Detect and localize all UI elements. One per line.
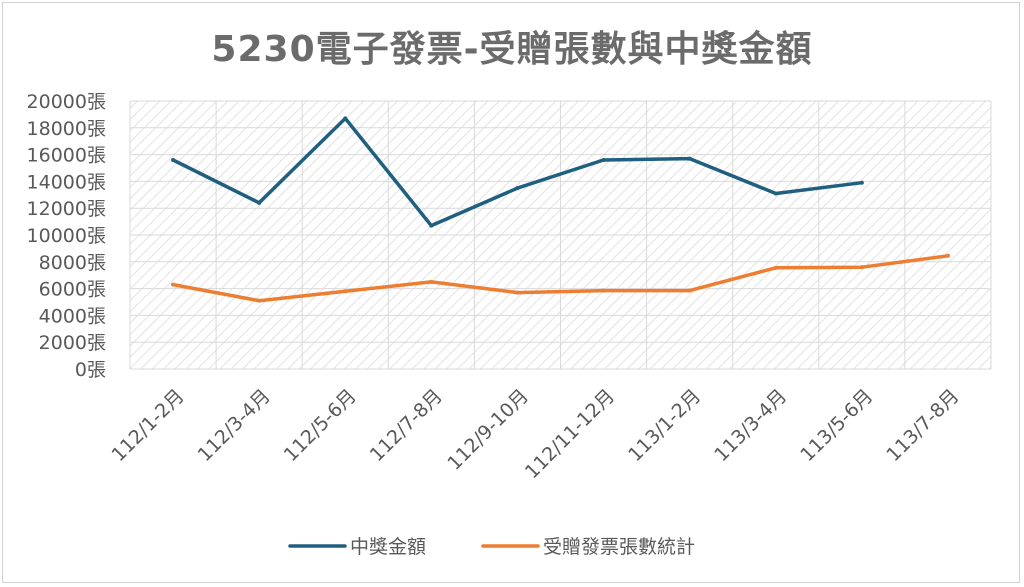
data-point-1 — [859, 180, 864, 185]
data-point-2 — [687, 288, 692, 293]
x-tick-label: 113/1-2月 — [624, 385, 705, 466]
data-point-2 — [171, 282, 176, 287]
x-tick-label: 113/3-4月 — [710, 385, 791, 466]
data-point-1 — [515, 186, 520, 191]
y-tick-label: 2000張 — [39, 332, 106, 354]
data-point-1 — [429, 223, 434, 228]
y-tick-label: 14000張 — [27, 171, 106, 193]
data-point-1 — [171, 157, 176, 162]
y-tick-label: 6000張 — [39, 279, 106, 301]
data-point-2 — [429, 279, 434, 284]
data-point-2 — [945, 253, 950, 258]
x-tick-label: 112/5-6月 — [280, 385, 361, 466]
data-point-1 — [773, 191, 778, 196]
x-tick-label: 112/9-10月 — [443, 385, 533, 475]
data-point-1 — [601, 157, 606, 162]
y-tick-label: 18000張 — [27, 118, 106, 140]
series-line-2 — [171, 254, 950, 303]
data-point-2 — [257, 298, 262, 303]
x-tick-label: 113/7-8月 — [882, 385, 963, 466]
y-tick-label: 8000張 — [39, 252, 106, 274]
x-tick-label: 112/7-8月 — [366, 385, 447, 466]
chart-title: 5230電子發票-受贈張數與中獎金額 — [211, 29, 813, 70]
data-point-2 — [343, 289, 348, 294]
data-point-1 — [257, 200, 262, 205]
y-tick-label: 0張 — [75, 359, 106, 381]
legend-label-1: 中獎金額 — [350, 536, 426, 558]
y-tick-label: 4000張 — [39, 305, 106, 327]
x-tick-label: 112/3-4月 — [194, 385, 275, 466]
y-tick-label: 12000張 — [27, 198, 106, 220]
x-tick-label: 112/1-2月 — [107, 385, 188, 466]
x-tick-label: 112/11-12月 — [521, 385, 619, 483]
data-point-2 — [601, 288, 606, 293]
x-tick-label: 113/5-6月 — [796, 385, 877, 466]
data-point-1 — [343, 116, 348, 121]
data-point-2 — [515, 290, 520, 295]
data-point-2 — [773, 265, 778, 270]
y-tick-label: 16000張 — [27, 145, 106, 167]
data-point-1 — [687, 156, 692, 161]
data-point-2 — [859, 265, 864, 270]
y-tick-label: 20000張 — [27, 91, 106, 113]
legend-label-2: 受贈發票張數統計 — [543, 536, 695, 558]
y-tick-label: 10000張 — [27, 225, 106, 247]
